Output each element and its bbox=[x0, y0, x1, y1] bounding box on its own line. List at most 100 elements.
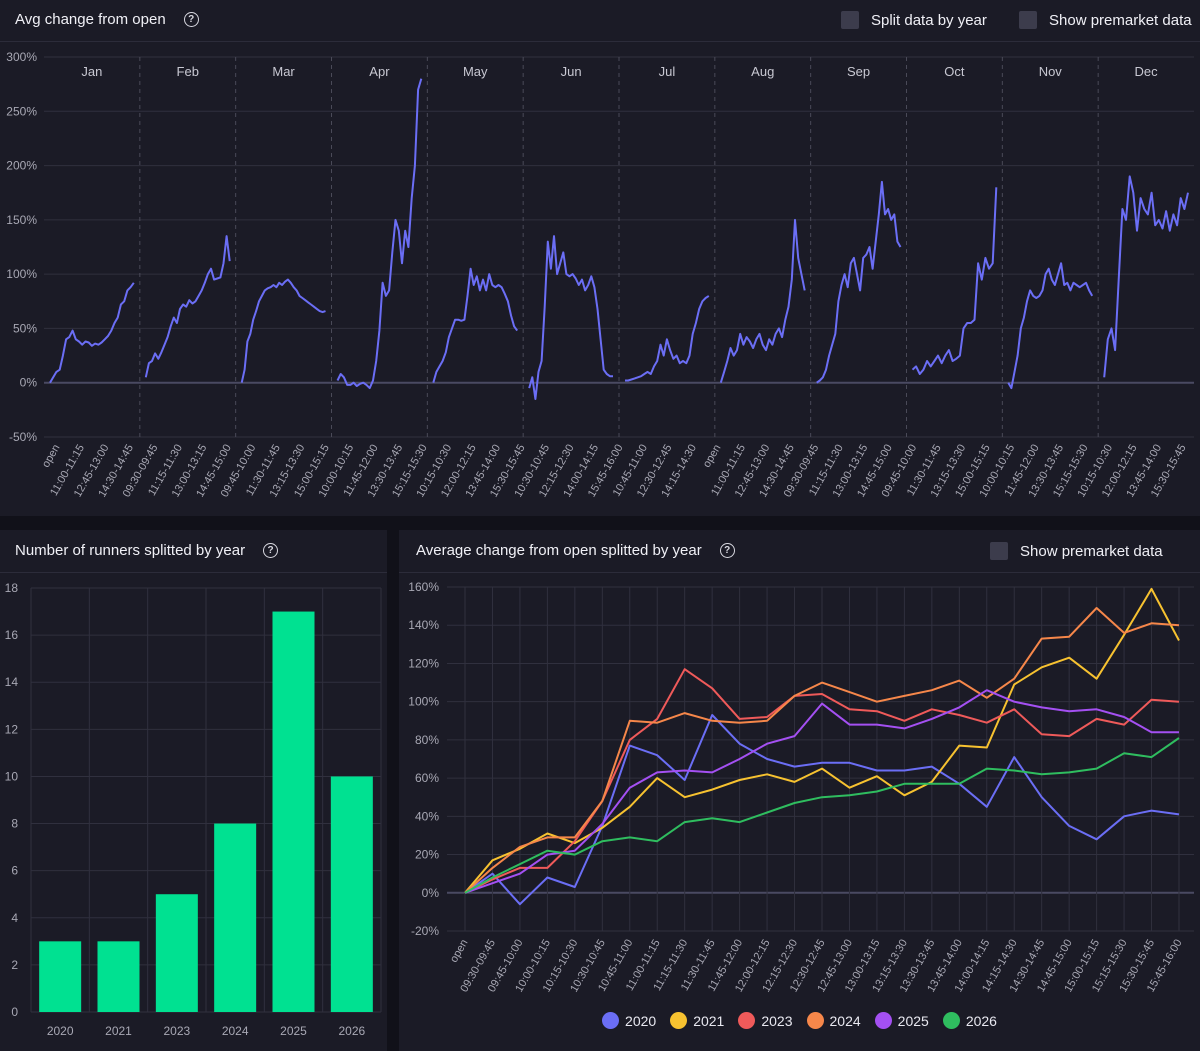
checkbox-label: Split data by year bbox=[871, 11, 987, 29]
y-tick-label: 14 bbox=[5, 675, 19, 689]
legend-label: 2020 bbox=[625, 1012, 657, 1029]
line-series-2021 bbox=[464, 587, 1180, 894]
x-tick-label: 2026 bbox=[338, 1024, 365, 1038]
legend-dot bbox=[806, 1012, 824, 1029]
line-series-2024 bbox=[464, 607, 1180, 894]
y-tick-label: 8 bbox=[11, 817, 18, 831]
bar-2024 bbox=[214, 823, 257, 1012]
month-label: May bbox=[463, 64, 488, 79]
y-tick-label: 18 bbox=[5, 581, 19, 595]
checkbox-box[interactable] bbox=[1019, 11, 1037, 29]
split-by-year-checkbox[interactable]: Split data by year bbox=[841, 11, 987, 29]
legend-label: 2021 bbox=[693, 1012, 725, 1029]
legend-item-2026[interactable]: 2026 bbox=[942, 1012, 997, 1029]
y-tick-label: 80% bbox=[415, 733, 439, 747]
show-premarket-checkbox[interactable]: Show premarket data bbox=[990, 542, 1163, 560]
line-series-aug bbox=[719, 218, 806, 383]
y-tick-label: 300% bbox=[6, 50, 37, 64]
line-series-2026 bbox=[464, 737, 1180, 894]
bar-2025 bbox=[272, 611, 315, 1012]
month-label: Feb bbox=[177, 64, 199, 79]
line-series-nov bbox=[1007, 262, 1094, 390]
line-series-jan bbox=[49, 282, 135, 384]
legend-item-2020[interactable]: 2020 bbox=[602, 1012, 656, 1029]
legend-item-2024[interactable]: 2024 bbox=[806, 1012, 861, 1029]
y-tick-label: 12 bbox=[5, 722, 19, 736]
y-tick-label: 140% bbox=[408, 618, 439, 632]
bar-2021 bbox=[97, 941, 140, 1012]
legend-label: 2023 bbox=[761, 1012, 793, 1029]
month-label: Aug bbox=[751, 64, 774, 79]
y-tick-label: 0% bbox=[20, 376, 38, 390]
chart-legend: 2020 2021 2023 2024 2025 2026 bbox=[399, 1012, 1200, 1029]
show-premarket-checkbox[interactable]: Show premarket data bbox=[1019, 11, 1192, 29]
runners-bar-chart: 0 2 4 6 8 10 12 14 16 18 2020 2021 2023 2024 2025 2026 bbox=[5, 581, 382, 1038]
panel-title-text: Average change from open splitted by yea… bbox=[416, 542, 702, 559]
line-series-2020 bbox=[464, 714, 1180, 906]
line-series-jun bbox=[528, 235, 613, 400]
y-tick-label: 40% bbox=[415, 809, 439, 823]
y-tick-label: 200% bbox=[6, 159, 37, 173]
x-tick-label: open bbox=[701, 443, 724, 470]
x-tick-label: 2025 bbox=[280, 1024, 307, 1038]
checkbox-box[interactable] bbox=[990, 542, 1008, 560]
y-tick-label: 60% bbox=[415, 771, 439, 785]
line-series-feb bbox=[144, 235, 231, 378]
y-tick-label: 0% bbox=[422, 886, 440, 900]
panel-title-avg-change-by-year: Average change from open splitted by yea… bbox=[416, 542, 735, 559]
checkbox-label: Show premarket data bbox=[1020, 542, 1163, 560]
y-tick-label: 160% bbox=[408, 580, 439, 594]
month-label: Mar bbox=[272, 64, 295, 79]
y-tick-label: 0 bbox=[11, 1005, 18, 1019]
y-tick-label: 120% bbox=[408, 656, 439, 670]
line-series-mar bbox=[240, 278, 326, 383]
avg-change-line-chart: -50% 0% 50% 100% 150% 200% 250% 300% Jan Feb Mar Ap… bbox=[6, 50, 1194, 499]
y-tick-label: 100% bbox=[408, 695, 439, 709]
x-tick-label: 2023 bbox=[163, 1024, 190, 1038]
y-tick-label: -50% bbox=[9, 430, 37, 444]
y-tick-label: -20% bbox=[411, 924, 439, 938]
y-tick-label: 2 bbox=[11, 958, 18, 972]
x-tick-label: open bbox=[40, 443, 63, 470]
checkbox-label: Show premarket data bbox=[1049, 11, 1192, 29]
checkbox-box[interactable] bbox=[841, 11, 859, 29]
help-icon[interactable]: ? bbox=[183, 12, 199, 27]
panel-title-runners: Number of runners splitted by year ? bbox=[15, 542, 279, 559]
y-tick-label: 150% bbox=[6, 213, 37, 227]
legend-label: 2026 bbox=[965, 1012, 997, 1029]
x-tick-label: 2024 bbox=[222, 1024, 249, 1038]
help-icon[interactable]: ? bbox=[719, 543, 735, 558]
legend-label: 2025 bbox=[897, 1012, 929, 1029]
legend-label: 2024 bbox=[829, 1012, 861, 1029]
legend-item-2021[interactable]: 2021 bbox=[670, 1012, 724, 1029]
month-label: Nov bbox=[1039, 64, 1063, 79]
y-tick-label: 10 bbox=[5, 769, 19, 783]
month-label: Apr bbox=[369, 64, 390, 79]
month-label: Sep bbox=[847, 64, 870, 79]
line-series-oct bbox=[911, 187, 998, 375]
header-divider bbox=[399, 572, 1200, 573]
month-label: Oct bbox=[944, 64, 965, 79]
legend-item-2023[interactable]: 2023 bbox=[738, 1012, 793, 1029]
legend-dot bbox=[670, 1012, 688, 1029]
legend-dot bbox=[874, 1012, 892, 1029]
y-tick-label: 100% bbox=[6, 267, 37, 281]
y-tick-label: 20% bbox=[415, 848, 439, 862]
line-series-sep bbox=[816, 180, 902, 384]
avg-change-by-year-line-chart: -20%0%20%40%60%80%100%120%140%160%open09… bbox=[408, 580, 1194, 994]
legend-dot bbox=[942, 1012, 960, 1029]
header-divider bbox=[0, 41, 1200, 42]
bar-2023 bbox=[155, 894, 198, 1012]
x-tick-label: 2021 bbox=[105, 1024, 132, 1038]
bar-2020 bbox=[39, 941, 82, 1012]
help-icon[interactable]: ? bbox=[263, 543, 279, 558]
legend-item-2025[interactable]: 2025 bbox=[874, 1012, 929, 1029]
legend-dot bbox=[738, 1012, 756, 1029]
y-tick-label: 250% bbox=[6, 104, 37, 118]
y-tick-label: 16 bbox=[5, 628, 19, 642]
line-series-2023 bbox=[464, 668, 1180, 894]
y-tick-label: 4 bbox=[11, 911, 18, 925]
x-tick-label: 2020 bbox=[47, 1024, 74, 1038]
runners-by-year-panel: Number of runners splitted by year ? 0 2 4… bbox=[0, 530, 387, 1051]
line-series-dec bbox=[1103, 175, 1189, 378]
